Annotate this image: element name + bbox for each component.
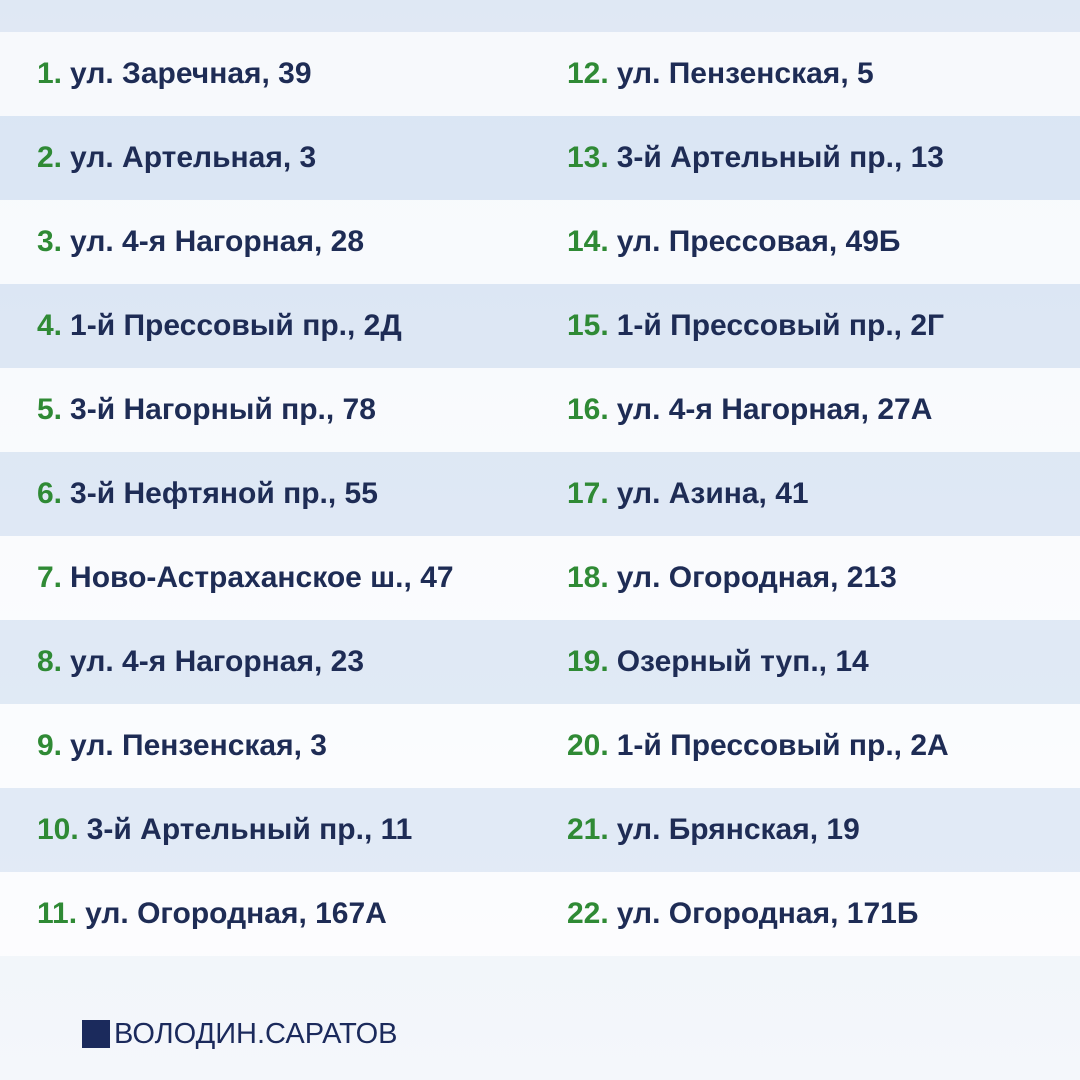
list-item: 2. ул. Артельная, 3 — [37, 116, 316, 200]
list-item: 4. 1-й Прессовый пр., 2Д — [37, 284, 402, 368]
row-band — [0, 704, 1080, 788]
item-text: ул. Брянская, 19 — [616, 813, 860, 846]
item-text: ул. 4-я Нагорная, 23 — [70, 645, 365, 678]
item-number: 5. — [37, 393, 63, 426]
item-text: ул. Заречная, 39 — [70, 57, 312, 90]
list-item: 3. ул. 4-я Нагорная, 28 — [37, 200, 364, 284]
item-number: 16. — [567, 393, 609, 426]
list-item: 14. ул. Прессовая, 49Б — [567, 200, 900, 284]
item-number: 12. — [567, 57, 609, 90]
item-text: 3-й Артельный пр., 11 — [86, 813, 413, 846]
item-number: 10. — [37, 813, 79, 846]
item-text: 1-й Прессовый пр., 2Д — [70, 309, 402, 342]
item-text: ул. Пензенская, 3 — [70, 729, 327, 762]
row-band — [0, 452, 1080, 536]
item-number: 13. — [567, 141, 609, 174]
item-number: 19. — [567, 645, 609, 678]
item-text: ул. Огородная, 171Б — [616, 897, 919, 930]
item-text: ул. 4-я Нагорная, 28 — [70, 225, 365, 258]
list-item: 8. ул. 4-я Нагорная, 23 — [37, 620, 364, 704]
item-number: 20. — [567, 729, 609, 762]
list-item: 15. 1-й Прессовый пр., 2Г — [567, 284, 944, 368]
list-item: 21. ул. Брянская, 19 — [567, 788, 860, 872]
row-band — [0, 536, 1080, 620]
item-number: 2. — [37, 141, 63, 174]
item-number: 9. — [37, 729, 63, 762]
item-number: 3. — [37, 225, 63, 258]
item-text: 1-й Прессовый пр., 2Г — [616, 309, 945, 342]
item-text: ул. Прессовая, 49Б — [616, 225, 901, 258]
item-text: 1-й Прессовый пр., 2А — [616, 729, 949, 762]
list-item: 12. ул. Пензенская, 5 — [567, 32, 874, 116]
item-text: ул. Пензенская, 5 — [616, 57, 874, 90]
item-number: 8. — [37, 645, 63, 678]
item-text: ул. Артельная, 3 — [70, 141, 317, 174]
list-item: 7. Ново-Астраханское ш., 47 — [37, 536, 454, 620]
list-item: 19. Озерный туп., 14 — [567, 620, 869, 704]
item-number: 21. — [567, 813, 609, 846]
brand: ВОЛОДИН.САРАТОВ — [114, 1017, 398, 1050]
row-band — [0, 620, 1080, 704]
item-text: 3-й Нефтяной пр., 55 — [70, 477, 378, 510]
brand-square — [82, 1020, 110, 1048]
list-item: 1. ул. Заречная, 39 — [37, 32, 312, 116]
row-band — [0, 284, 1080, 368]
item-text: ул. Огородная, 213 — [616, 561, 897, 594]
row-band — [0, 116, 1080, 200]
item-number: 18. — [567, 561, 609, 594]
list-item: 10. 3-й Артельный пр., 11 — [37, 788, 412, 872]
list-item: 6. 3-й Нефтяной пр., 55 — [37, 452, 378, 536]
list-item: 20. 1-й Прессовый пр., 2А — [567, 704, 949, 788]
item-number: 7. — [37, 561, 63, 594]
list-item: 11. ул. Огородная, 167А — [37, 872, 387, 956]
item-text: Ново-Астраханское ш., 47 — [70, 561, 454, 594]
item-text: ул. 4-я Нагорная, 27А — [616, 393, 933, 426]
item-number: 22. — [567, 897, 609, 930]
row-band — [0, 32, 1080, 116]
list-item: 9. ул. Пензенская, 3 — [37, 704, 327, 788]
list-item: 5. 3-й Нагорный пр., 78 — [37, 368, 376, 452]
item-number: 4. — [37, 309, 63, 342]
list-item: 17. ул. Азина, 41 — [567, 452, 809, 536]
row-band — [0, 872, 1080, 956]
row-band — [0, 788, 1080, 872]
list-item: 22. ул. Огородная, 171Б — [567, 872, 918, 956]
item-text: 3-й Артельный пр., 13 — [616, 141, 944, 174]
item-number: 1. — [37, 57, 63, 90]
list-item: 16. ул. 4-я Нагорная, 27А — [567, 368, 932, 452]
row-band — [0, 200, 1080, 284]
item-text: 3-й Нагорный пр., 78 — [70, 393, 376, 426]
item-text: ул. Азина, 41 — [616, 477, 809, 510]
item-text: Озерный туп., 14 — [616, 645, 869, 678]
item-text: ул. Огородная, 167А — [85, 897, 387, 930]
item-number: 15. — [567, 309, 609, 342]
row-band — [0, 368, 1080, 452]
list-item: 13. 3-й Артельный пр., 13 — [567, 116, 944, 200]
footer: ВОЛОДИН.САРАТОВ — [82, 1018, 398, 1050]
item-number: 17. — [567, 477, 609, 510]
item-number: 14. — [567, 225, 609, 258]
list-item: 18. ул. Огородная, 213 — [567, 536, 897, 620]
item-number: 6. — [37, 477, 63, 510]
item-number: 11. — [37, 897, 78, 930]
